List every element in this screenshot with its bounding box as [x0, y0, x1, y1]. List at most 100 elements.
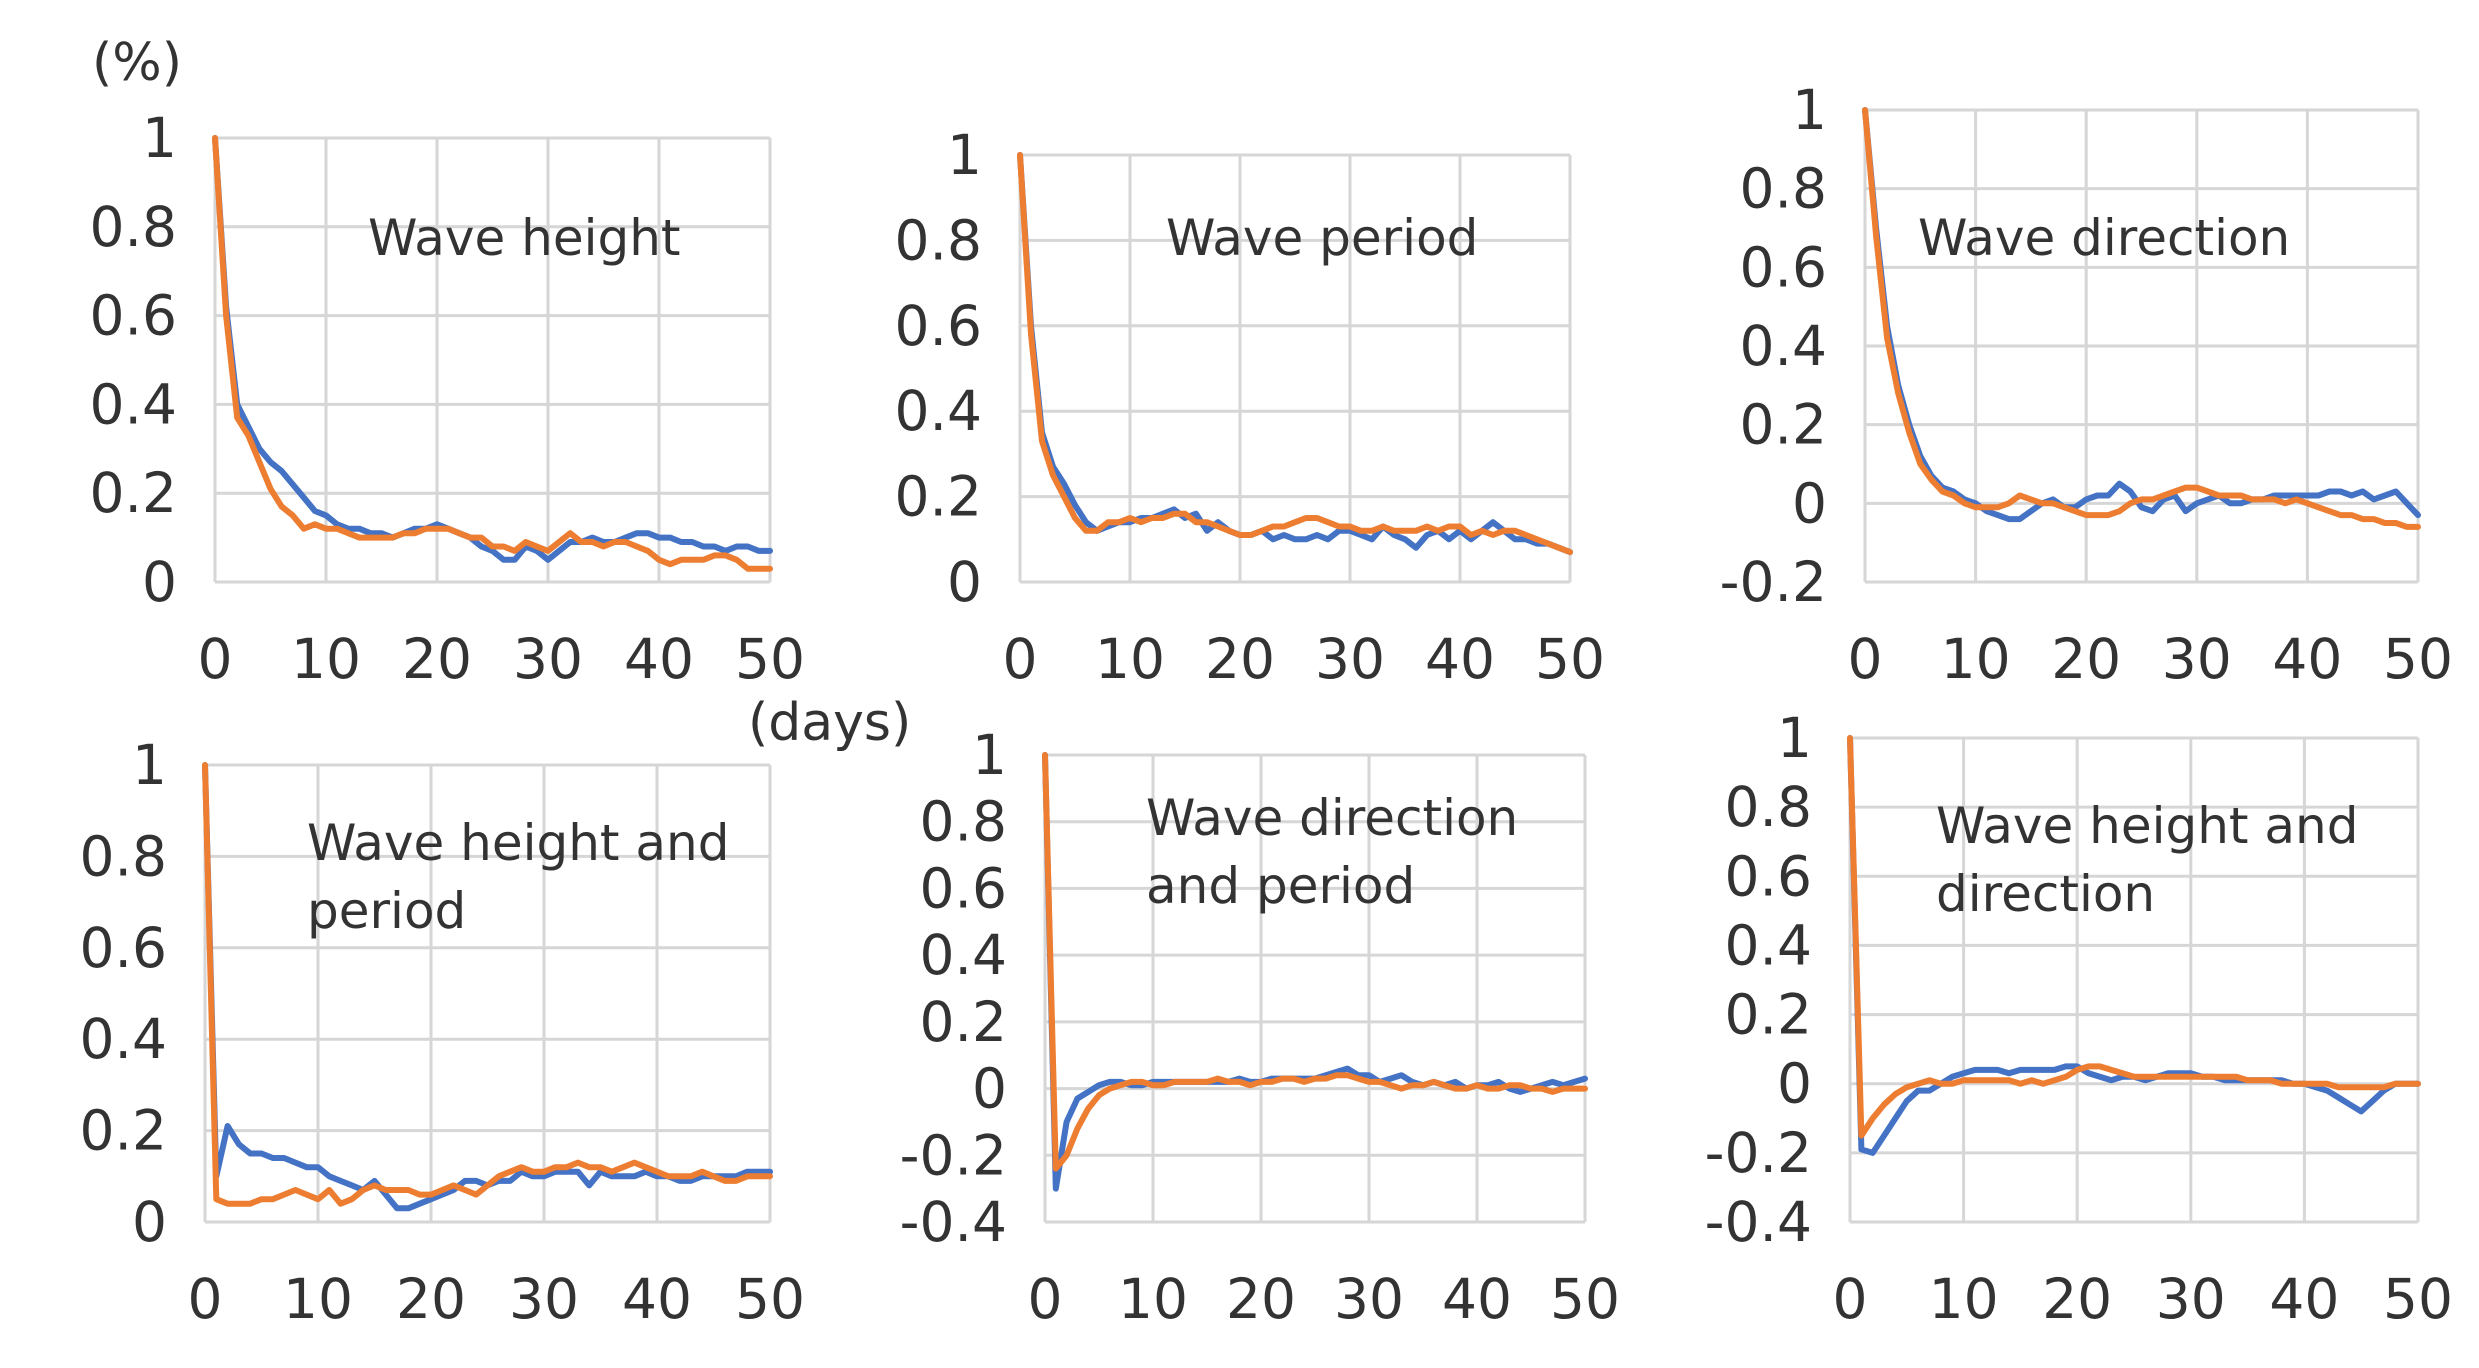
chart-title-line: direction: [1936, 865, 2155, 923]
y-tick-label: 1: [972, 723, 1007, 787]
chart-title-line: Wave direction: [1918, 209, 2290, 267]
chart-title: Wave direction: [1918, 209, 2290, 267]
chart-title-line: Wave height and: [307, 814, 729, 872]
y-tick-label: 1: [1777, 706, 1812, 770]
y-tick-label: 0.6: [920, 856, 1007, 920]
x-tick-label: 30: [513, 627, 583, 691]
x-tick-label: 20: [2042, 1267, 2112, 1331]
y-tick-label: 0: [947, 550, 982, 614]
x-tick-label: 0: [198, 627, 233, 691]
chart-title-line: Wave height and: [1936, 797, 2358, 855]
y-tick-label: 0: [132, 1190, 167, 1254]
y-tick-label: -0.2: [1705, 1121, 1812, 1185]
chart-title: Wave height: [368, 209, 681, 267]
x-tick-label: 20: [402, 627, 472, 691]
y-tick-label: -0.4: [1705, 1190, 1812, 1254]
chart-title-line: Wave height: [368, 209, 681, 267]
x-tick-label: 40: [1425, 627, 1495, 691]
chart-title: Wave direction and period: [1146, 789, 1518, 915]
y-tick-label: 0: [142, 550, 177, 614]
chart-title-line: Wave period: [1166, 209, 1478, 267]
x-tick-label: 30: [1315, 627, 1385, 691]
y-tick-label: 0.6: [895, 294, 982, 358]
y-tick-label: 0.2: [80, 1099, 167, 1163]
x-tick-label: 20: [1205, 627, 1275, 691]
chart-title: Wave height and period: [307, 814, 729, 940]
y-tick-label: 0.4: [90, 372, 177, 436]
y-tick-label: 0.8: [80, 824, 167, 888]
y-tick-label: 1: [132, 733, 167, 797]
y-tick-label: 0.4: [895, 379, 982, 443]
y-tick-label: 0.2: [1740, 393, 1827, 457]
x-tick-label: 30: [2162, 627, 2232, 691]
x-tick-label: 10: [291, 627, 361, 691]
chart-title-line: and period: [1146, 857, 1415, 915]
x-tick-label: 30: [1334, 1267, 1404, 1331]
x-unit-label: (days): [748, 693, 911, 753]
data-series-line: [1862, 107, 2421, 523]
y-tick-label: 0.4: [80, 1007, 167, 1071]
data-series-line: [1042, 752, 1588, 1172]
x-tick-label: 50: [735, 627, 805, 691]
x-tick-label: 50: [1535, 627, 1605, 691]
x-tick-label: 10: [1118, 1267, 1188, 1331]
x-tick-label: 20: [1226, 1267, 1296, 1331]
x-tick-label: 10: [1941, 627, 2011, 691]
x-tick-label: 30: [2156, 1267, 2226, 1331]
y-tick-label: 0: [972, 1057, 1007, 1121]
data-series-line: [1862, 107, 2421, 530]
y-tick-label: 0: [1777, 1052, 1812, 1116]
y-tick-label: 0.2: [920, 990, 1007, 1054]
x-tick-label: 20: [396, 1267, 466, 1331]
x-tick-label: 50: [2383, 1267, 2453, 1331]
y-tick-label: 0.8: [920, 790, 1007, 854]
x-tick-label: 0: [188, 1267, 223, 1331]
x-tick-label: 50: [2383, 627, 2453, 691]
y-tick-label: 0.8: [895, 208, 982, 272]
x-tick-label: 40: [2269, 1267, 2339, 1331]
y-tick-label: 0.4: [920, 923, 1007, 987]
y-tick-label: 0.6: [90, 284, 177, 348]
data-series-line: [212, 135, 773, 563]
data-series-line: [1017, 152, 1573, 556]
chart-title: Wave period: [1166, 209, 1478, 267]
x-tick-label: 10: [1929, 1267, 1999, 1331]
y-unit-label: (%): [92, 33, 182, 93]
y-tick-label: -0.2: [1720, 550, 1827, 614]
x-tick-label: 0: [1833, 1267, 1868, 1331]
y-tick-label: 0.2: [1725, 983, 1812, 1047]
y-tick-label: 0.2: [90, 461, 177, 525]
y-tick-label: -0.4: [900, 1190, 1007, 1254]
y-tick-label: 0: [1792, 471, 1827, 535]
x-tick-label: 40: [622, 1267, 692, 1331]
x-tick-label: 40: [1442, 1267, 1512, 1331]
x-tick-label: 0: [1848, 627, 1883, 691]
data-series-line: [1847, 735, 2421, 1139]
data-series-line: [202, 762, 773, 1207]
y-tick-label: -0.2: [900, 1123, 1007, 1187]
y-tick-label: 1: [1792, 78, 1827, 142]
y-tick-label: 0.4: [1725, 913, 1812, 977]
x-tick-label: 50: [1550, 1267, 1620, 1331]
y-tick-label: 0.6: [1725, 844, 1812, 908]
x-tick-label: 20: [2051, 627, 2121, 691]
y-tick-label: 0.2: [895, 465, 982, 529]
y-tick-label: 0.6: [1740, 235, 1827, 299]
x-tick-label: 0: [1028, 1267, 1063, 1331]
x-tick-label: 0: [1003, 627, 1038, 691]
x-tick-label: 40: [624, 627, 694, 691]
y-tick-label: 0.8: [1740, 157, 1827, 221]
chart-title-line: Wave direction: [1146, 789, 1518, 847]
chart-title: Wave height and direction: [1936, 797, 2358, 923]
y-tick-label: 0.4: [1740, 314, 1827, 378]
data-series-line: [212, 135, 773, 572]
x-tick-label: 40: [2272, 627, 2342, 691]
x-tick-label: 10: [283, 1267, 353, 1331]
